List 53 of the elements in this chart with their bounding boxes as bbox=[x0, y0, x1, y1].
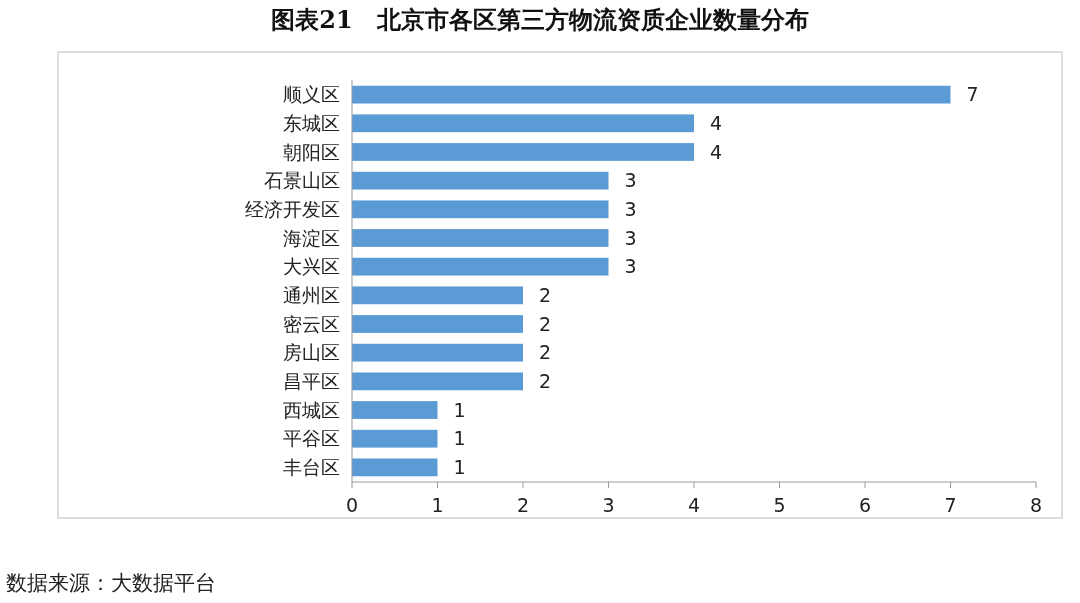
y-tick-label: 大兴区 bbox=[283, 255, 340, 278]
x-tick-label: 5 bbox=[773, 494, 786, 516]
bar bbox=[352, 200, 609, 219]
bar bbox=[352, 286, 523, 305]
bar bbox=[352, 315, 523, 333]
y-tick-label: 顺义区 bbox=[283, 83, 340, 106]
y-tick-label: 朝阳区 bbox=[283, 140, 340, 163]
bar bbox=[352, 429, 438, 448]
x-tick-label: 0 bbox=[345, 494, 359, 516]
y-tick-label: 昌平区 bbox=[283, 370, 340, 393]
data-label: 3 bbox=[624, 169, 637, 192]
x-tick-label: 8 bbox=[1029, 494, 1043, 516]
y-tick-label: 房山区 bbox=[283, 341, 340, 364]
y-tick-label: 丰台区 bbox=[283, 456, 340, 479]
x-tick-label: 2 bbox=[516, 494, 530, 516]
y-tick-label: 石景山区 bbox=[264, 169, 340, 192]
data-label: 2 bbox=[539, 312, 552, 335]
data-label: 2 bbox=[539, 341, 552, 364]
bar bbox=[352, 229, 609, 247]
x-tick-label: 4 bbox=[687, 494, 701, 516]
data-label: 4 bbox=[710, 111, 723, 134]
bar bbox=[352, 171, 609, 190]
bar bbox=[352, 257, 609, 276]
data-label: 3 bbox=[624, 197, 637, 220]
y-tick-label: 西城区 bbox=[283, 398, 340, 421]
bar bbox=[352, 372, 523, 391]
bar bbox=[352, 85, 951, 104]
y-tick-label: 海淀区 bbox=[283, 226, 340, 249]
chart-title: 图表21 北京市各区第三方物流资质企业数量分布 bbox=[271, 5, 809, 34]
source-note: 数据来源：大数据平台 bbox=[6, 571, 216, 595]
x-tick-label: 1 bbox=[431, 494, 444, 516]
y-tick-label: 东城区 bbox=[283, 111, 340, 134]
data-label: 1 bbox=[453, 398, 466, 421]
y-tick-label: 密云区 bbox=[283, 312, 340, 335]
bar bbox=[352, 401, 438, 419]
x-tick-label: 3 bbox=[602, 494, 615, 516]
bar bbox=[352, 458, 438, 477]
bar bbox=[352, 114, 694, 133]
data-label: 2 bbox=[539, 283, 552, 306]
x-tick-label: 7 bbox=[944, 494, 957, 516]
data-label: 4 bbox=[710, 140, 723, 163]
y-tick-label: 平谷区 bbox=[283, 427, 340, 450]
bar bbox=[352, 143, 694, 161]
x-tick-label: 6 bbox=[858, 494, 872, 516]
data-label: 3 bbox=[624, 226, 637, 249]
data-label: 3 bbox=[624, 255, 637, 278]
y-tick-label: 经济开发区 bbox=[245, 197, 340, 220]
data-label: 1 bbox=[453, 427, 466, 450]
data-label: 2 bbox=[539, 370, 552, 393]
data-label: 7 bbox=[966, 83, 979, 106]
data-label: 1 bbox=[453, 456, 466, 479]
y-tick-label: 通州区 bbox=[283, 283, 340, 306]
bar bbox=[352, 343, 523, 362]
